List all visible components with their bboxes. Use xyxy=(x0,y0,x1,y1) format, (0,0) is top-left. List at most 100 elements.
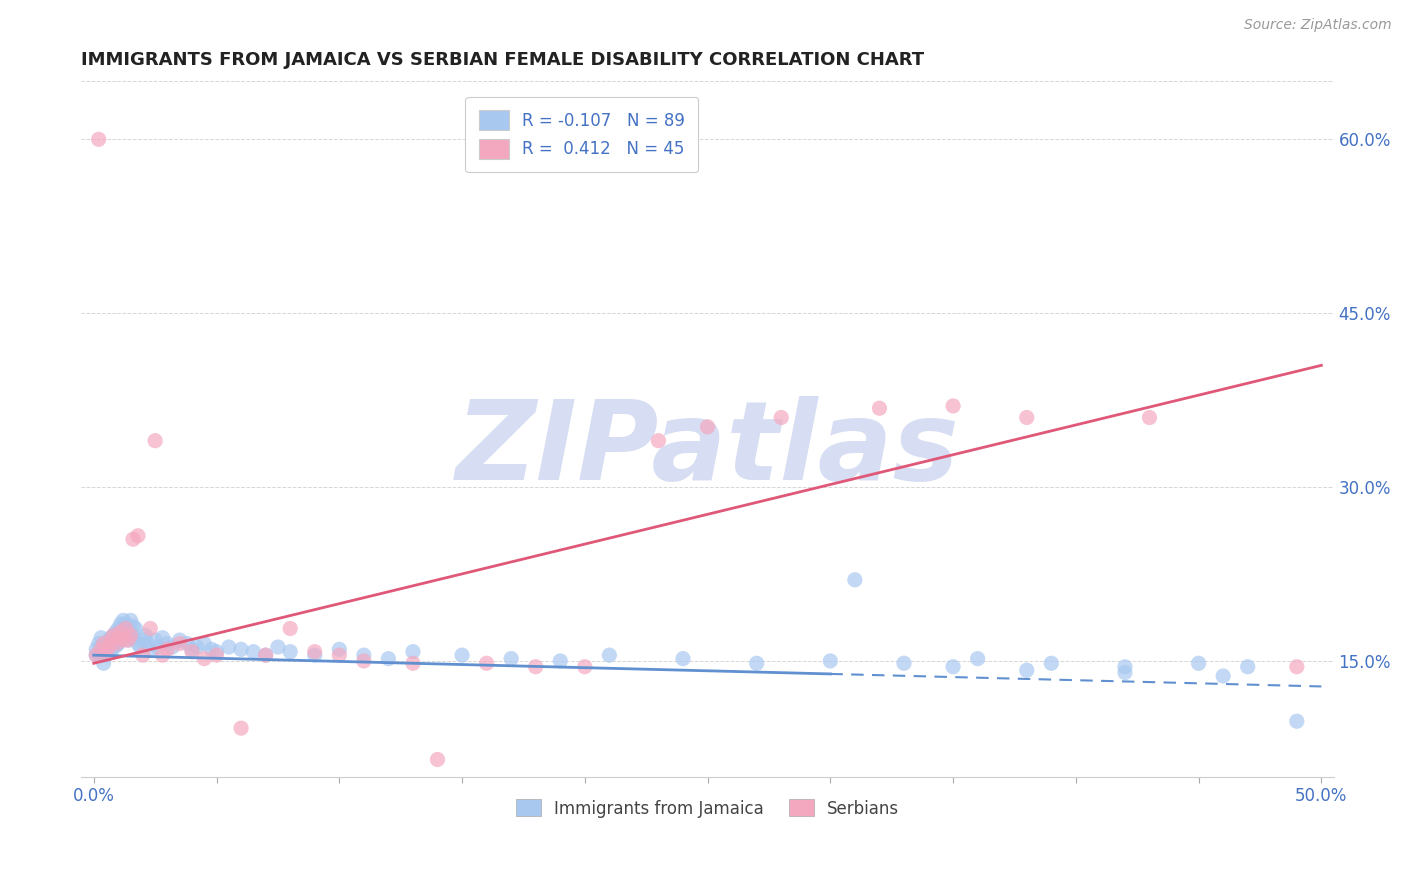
Point xyxy=(114,616,136,631)
Point xyxy=(1139,410,1161,425)
Point xyxy=(84,648,107,662)
Point xyxy=(143,633,166,648)
Point xyxy=(104,624,127,639)
Point xyxy=(647,434,669,448)
Point xyxy=(254,648,277,662)
Point xyxy=(745,657,768,671)
Point xyxy=(107,622,129,636)
Point xyxy=(205,645,228,659)
Text: IMMIGRANTS FROM JAMAICA VS SERBIAN FEMALE DISABILITY CORRELATION CHART: IMMIGRANTS FROM JAMAICA VS SERBIAN FEMAL… xyxy=(82,51,925,69)
Point xyxy=(139,622,162,636)
Point xyxy=(1187,657,1209,671)
Point xyxy=(124,622,146,636)
Point xyxy=(304,645,326,659)
Point xyxy=(143,434,166,448)
Point xyxy=(893,657,915,671)
Point xyxy=(181,645,204,659)
Point xyxy=(574,659,596,673)
Point xyxy=(186,640,208,654)
Point xyxy=(169,636,191,650)
Point xyxy=(93,640,115,654)
Point xyxy=(139,642,162,657)
Point xyxy=(1015,663,1038,677)
Point xyxy=(176,636,198,650)
Text: ZIPatlas: ZIPatlas xyxy=(456,396,959,503)
Point xyxy=(254,648,277,662)
Point xyxy=(100,636,122,650)
Point xyxy=(304,648,326,662)
Point xyxy=(136,636,159,650)
Point xyxy=(87,636,110,650)
Point xyxy=(127,529,149,543)
Point xyxy=(966,651,988,665)
Point xyxy=(156,642,179,657)
Point xyxy=(770,410,793,425)
Point xyxy=(1040,657,1063,671)
Point xyxy=(402,645,425,659)
Point xyxy=(1212,669,1234,683)
Point xyxy=(104,633,127,648)
Point xyxy=(278,645,301,659)
Point xyxy=(112,613,135,627)
Point xyxy=(122,619,145,633)
Point xyxy=(672,651,695,665)
Point xyxy=(1236,659,1258,673)
Point xyxy=(112,633,135,648)
Point xyxy=(117,622,139,636)
Point xyxy=(94,645,117,659)
Point xyxy=(84,642,107,657)
Point xyxy=(193,636,215,650)
Point xyxy=(107,631,129,645)
Point xyxy=(110,628,132,642)
Point xyxy=(1114,659,1136,673)
Point xyxy=(146,640,169,654)
Point xyxy=(181,642,204,657)
Point xyxy=(156,636,179,650)
Point xyxy=(328,648,350,662)
Point xyxy=(844,573,866,587)
Point xyxy=(97,645,120,659)
Point xyxy=(93,657,115,671)
Point xyxy=(112,624,135,639)
Point xyxy=(152,648,174,662)
Point xyxy=(942,659,965,673)
Point xyxy=(87,648,110,662)
Point xyxy=(100,633,122,648)
Point xyxy=(93,636,115,650)
Point xyxy=(94,642,117,657)
Point xyxy=(267,640,290,654)
Point xyxy=(122,533,145,547)
Point xyxy=(218,640,240,654)
Point xyxy=(120,624,142,639)
Point xyxy=(90,640,112,654)
Point xyxy=(110,616,132,631)
Point xyxy=(229,642,252,657)
Point xyxy=(90,642,112,657)
Point xyxy=(1285,659,1308,673)
Point xyxy=(94,648,117,662)
Point xyxy=(426,752,449,766)
Point xyxy=(120,613,142,627)
Point xyxy=(162,640,184,654)
Point xyxy=(475,657,498,671)
Text: Source: ZipAtlas.com: Source: ZipAtlas.com xyxy=(1244,18,1392,32)
Point xyxy=(598,648,620,662)
Point xyxy=(97,640,120,654)
Point xyxy=(107,631,129,645)
Point xyxy=(93,645,115,659)
Point xyxy=(87,132,110,146)
Point xyxy=(100,645,122,659)
Point xyxy=(107,636,129,650)
Point xyxy=(114,624,136,639)
Point xyxy=(103,634,125,648)
Point xyxy=(94,636,117,650)
Point xyxy=(242,645,264,659)
Point xyxy=(278,622,301,636)
Point xyxy=(353,654,375,668)
Point xyxy=(104,636,127,650)
Point xyxy=(353,648,375,662)
Point xyxy=(114,622,136,636)
Point xyxy=(97,633,120,648)
Point xyxy=(548,654,571,668)
Point xyxy=(501,651,523,665)
